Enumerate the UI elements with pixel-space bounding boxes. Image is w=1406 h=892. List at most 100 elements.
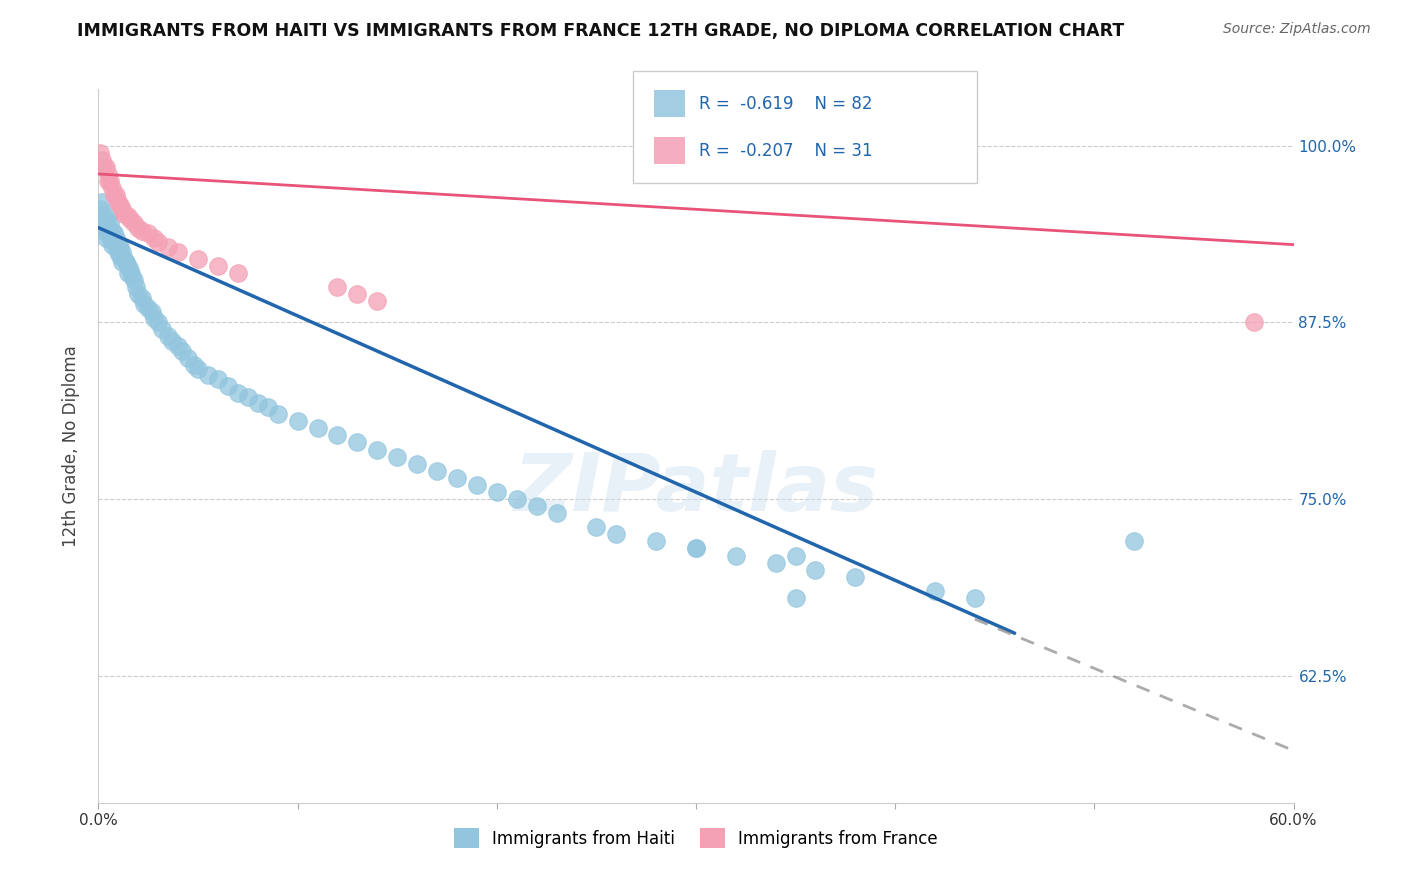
Point xyxy=(112,206,135,220)
Point xyxy=(117,266,139,280)
Point xyxy=(97,174,120,188)
Point xyxy=(605,527,627,541)
Point xyxy=(177,351,200,365)
Point xyxy=(97,223,120,237)
Text: ZIPatlas: ZIPatlas xyxy=(513,450,879,528)
Point xyxy=(924,583,946,598)
Point xyxy=(127,220,149,235)
Point xyxy=(96,216,118,230)
Point xyxy=(91,195,114,210)
Point xyxy=(141,305,163,319)
Point xyxy=(97,167,120,181)
Point xyxy=(120,212,142,227)
Point xyxy=(124,216,146,230)
Point xyxy=(93,210,115,224)
Point xyxy=(110,249,132,263)
Point xyxy=(207,259,229,273)
Point xyxy=(125,280,148,294)
Point xyxy=(98,230,122,244)
Point xyxy=(326,280,349,294)
Point xyxy=(226,266,249,280)
Point xyxy=(107,244,129,259)
Point xyxy=(101,223,124,237)
Point xyxy=(167,339,190,353)
Text: R =  -0.619    N = 82: R = -0.619 N = 82 xyxy=(699,95,872,112)
Point xyxy=(148,315,170,329)
Point xyxy=(115,254,138,268)
Point xyxy=(167,244,190,259)
Point xyxy=(197,368,219,382)
Point xyxy=(183,358,205,372)
Point xyxy=(143,230,166,244)
Point xyxy=(226,386,249,401)
Legend: Immigrants from Haiti, Immigrants from France: Immigrants from Haiti, Immigrants from F… xyxy=(447,822,945,855)
Point xyxy=(96,160,118,174)
Point xyxy=(546,506,568,520)
Point xyxy=(103,235,125,249)
Point xyxy=(131,223,153,237)
Point xyxy=(107,195,129,210)
Point xyxy=(105,240,128,254)
Point xyxy=(256,400,278,414)
Point xyxy=(97,210,120,224)
Point xyxy=(136,227,159,241)
Point xyxy=(103,188,125,202)
Point xyxy=(89,202,111,217)
Point xyxy=(844,570,866,584)
Point xyxy=(406,457,429,471)
Point xyxy=(117,210,139,224)
Point xyxy=(366,294,388,309)
Point xyxy=(326,428,349,442)
Point xyxy=(131,291,153,305)
Point xyxy=(112,252,135,266)
Point xyxy=(685,541,707,556)
Point xyxy=(246,396,269,410)
Point xyxy=(426,464,449,478)
Point xyxy=(207,372,229,386)
Point xyxy=(89,145,111,160)
Point xyxy=(93,160,115,174)
Point xyxy=(157,240,180,254)
Point xyxy=(120,263,142,277)
Point xyxy=(307,421,329,435)
Point xyxy=(107,237,129,252)
Point xyxy=(98,216,122,230)
Point xyxy=(963,591,986,605)
Point xyxy=(804,563,827,577)
Point xyxy=(101,237,124,252)
Point xyxy=(143,311,166,326)
Point xyxy=(765,556,787,570)
Point xyxy=(217,379,239,393)
Point xyxy=(160,334,183,348)
Text: Source: ZipAtlas.com: Source: ZipAtlas.com xyxy=(1223,22,1371,37)
Text: IMMIGRANTS FROM HAITI VS IMMIGRANTS FROM FRANCE 12TH GRADE, NO DIPLOMA CORRELATI: IMMIGRANTS FROM HAITI VS IMMIGRANTS FROM… xyxy=(77,22,1125,40)
Point xyxy=(121,268,143,283)
Point xyxy=(96,230,118,244)
Point xyxy=(127,287,149,301)
Point xyxy=(111,254,134,268)
Point xyxy=(267,407,290,421)
Point xyxy=(1243,315,1265,329)
Point xyxy=(506,491,529,506)
Point xyxy=(172,343,194,358)
Point xyxy=(724,549,747,563)
Point xyxy=(187,252,209,266)
Point xyxy=(366,442,388,457)
Point xyxy=(157,329,180,343)
Point xyxy=(526,499,548,513)
Text: R =  -0.207    N = 31: R = -0.207 N = 31 xyxy=(699,142,872,160)
Point xyxy=(585,520,607,534)
Point xyxy=(346,435,368,450)
Point xyxy=(105,230,128,244)
Point xyxy=(685,541,707,556)
Point xyxy=(485,484,508,499)
Point xyxy=(103,227,125,241)
Point xyxy=(117,259,139,273)
Y-axis label: 12th Grade, No Diploma: 12th Grade, No Diploma xyxy=(62,345,80,547)
Point xyxy=(385,450,409,464)
Point xyxy=(136,301,159,316)
Point xyxy=(111,244,134,259)
Point xyxy=(1123,534,1146,549)
Point xyxy=(148,235,170,249)
Point xyxy=(111,202,134,217)
